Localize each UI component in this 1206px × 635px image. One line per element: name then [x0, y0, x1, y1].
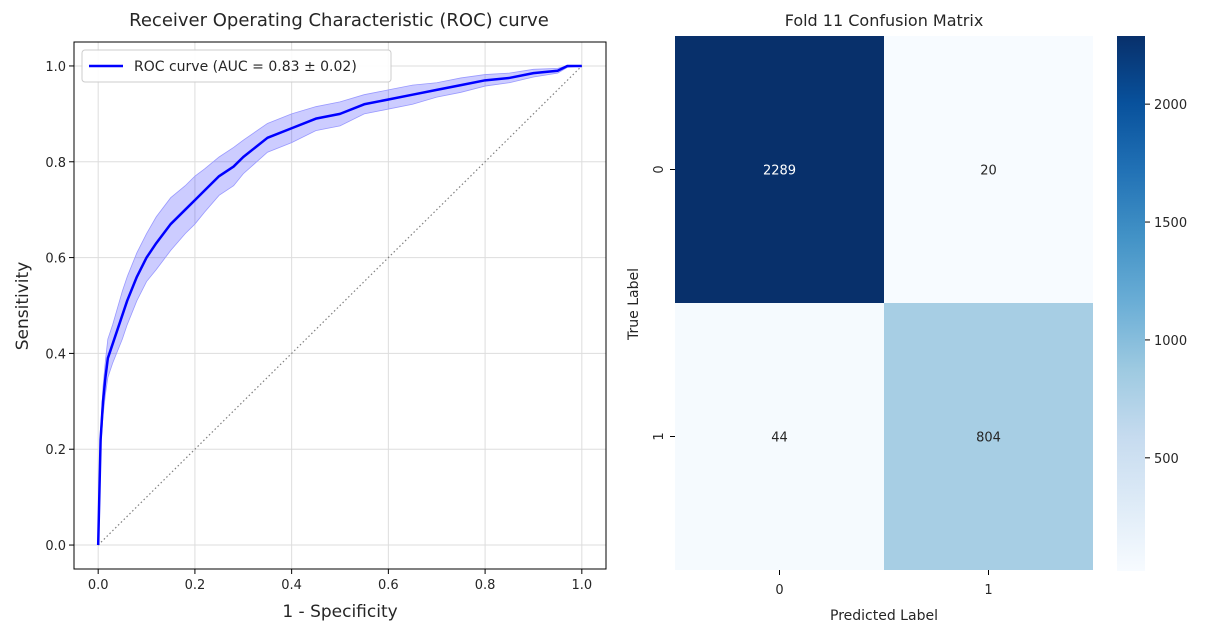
roc-chance-diagonal: [97, 65, 583, 546]
roc-ticks: 0.0 0.2 0.4 0.6 0.8 1.0 0.0 0.2 0.4 0.6 0.8 1.0: [45, 60, 592, 593]
cm-colorbar-tick-label-2: 1500: [1154, 216, 1187, 231]
cm-colorbar-ticks: 500 1000 1500 2000: [1145, 98, 1187, 467]
roc-chart: Receiver Operating Characteristic (ROC) …: [13, 10, 607, 622]
roc-x-tick-label-5: 1.0: [571, 578, 592, 593]
roc-y-tick-label-5: 1.0: [45, 60, 66, 75]
cm-title: Fold 11 Confusion Matrix: [785, 11, 984, 30]
cm-x-tick-label-1: 1: [984, 583, 992, 598]
cm-y-axis-label: True Label: [626, 268, 642, 341]
roc-x-tick-label-1: 0.2: [185, 578, 206, 593]
cm-cell-value-0-1: 20: [980, 164, 997, 179]
cm-colorbar: [1117, 36, 1145, 571]
roc-x-tick-label-3: 0.6: [378, 578, 399, 593]
roc-x-tick-label-2: 0.4: [281, 578, 302, 593]
roc-y-tick-label-1: 0.2: [45, 443, 66, 458]
cm-cell-1-0: [675, 303, 884, 570]
roc-legend-box: [81, 49, 392, 83]
cm-y-tick-label-1: 1: [652, 432, 667, 440]
roc-plot-frame: [73, 41, 607, 570]
roc-chart-title: Receiver Operating Characteristic (ROC) …: [129, 10, 549, 31]
cm-ticks: 0 1 0 1: [652, 165, 993, 598]
roc-x-tick-label-4: 0.8: [475, 578, 496, 593]
cm-cells: 2289 20 44 804: [675, 36, 1093, 570]
cm-x-tick-label-0: 0: [775, 583, 783, 598]
cm-cell-value-1-1: 804: [976, 431, 1001, 446]
roc-y-tick-label-4: 0.8: [45, 156, 66, 171]
roc-x-axis-label: 1 - Specificity: [282, 602, 397, 622]
cm-cell-0-1: [884, 36, 1093, 303]
roc-x-tick-label-0: 0.0: [88, 578, 109, 593]
roc-y-tick-label-2: 0.4: [45, 347, 66, 362]
roc-legend-label: ROC curve (AUC = 0.83 ± 0.02): [134, 59, 357, 75]
roc-legend: ROC curve (AUC = 0.83 ± 0.02): [81, 49, 392, 83]
roc-y-axis-label: Sensitivity: [13, 262, 33, 351]
cm-x-axis-label: Predicted Label: [830, 608, 938, 624]
roc-y-tick-label-3: 0.6: [45, 252, 66, 267]
cm-cell-value-0-0: 2289: [763, 164, 796, 179]
roc-y-tick-label-0: 0.0: [45, 539, 66, 554]
cm-colorbar-tick-label-1: 1000: [1154, 334, 1187, 349]
roc-mean-curve: [96, 64, 582, 546]
roc-line-layer: [96, 64, 583, 546]
cm-colorbar-tick-label-3: 2000: [1154, 98, 1187, 113]
cm-cell-0-0: [675, 36, 884, 303]
cm-cell-1-1: [884, 303, 1093, 570]
cm-colorbar-tick-label-0: 500: [1154, 452, 1179, 467]
cm-cell-value-1-0: 44: [771, 431, 788, 446]
cm-y-tick-label-0: 0: [652, 165, 667, 173]
